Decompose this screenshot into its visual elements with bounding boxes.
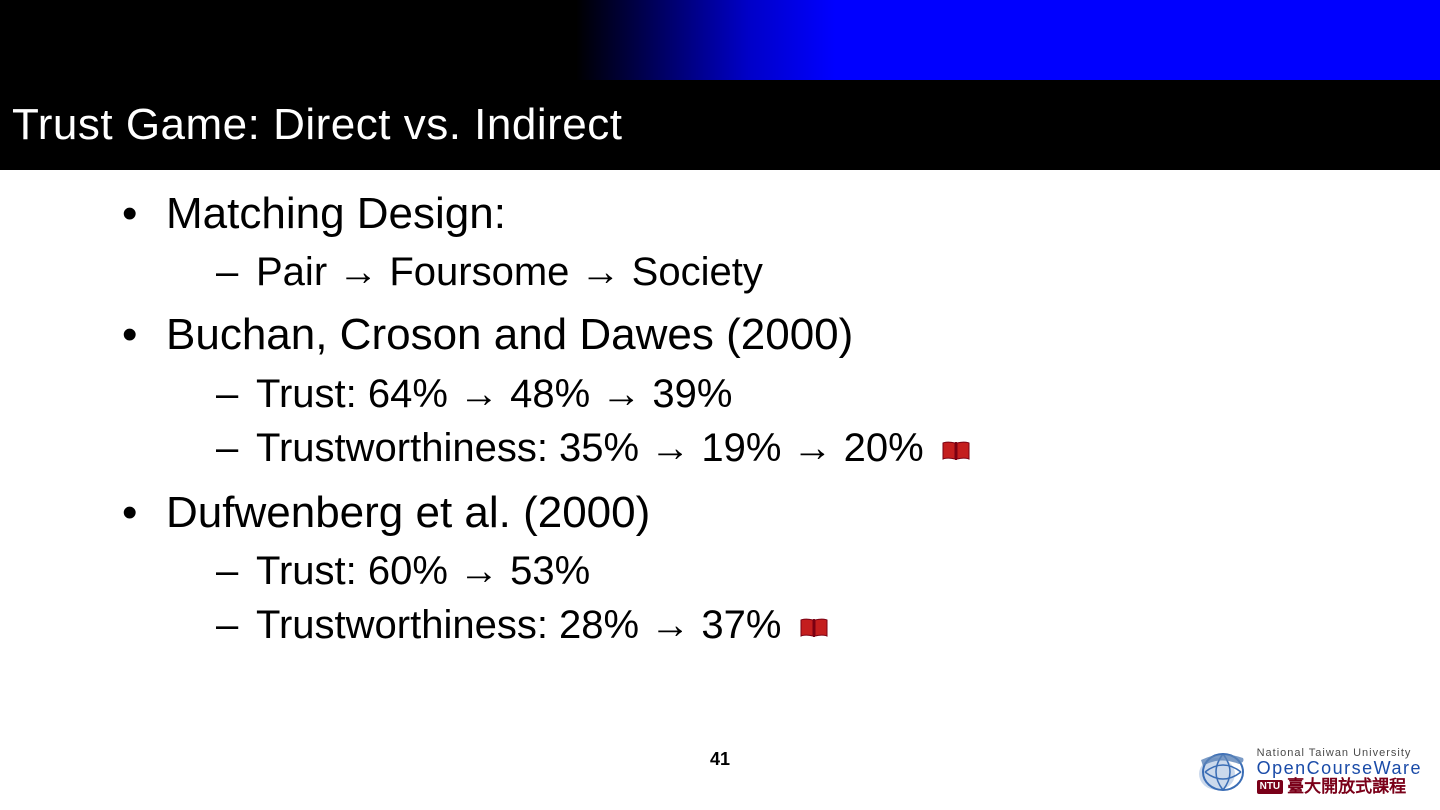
sub-bullet-item: Trustworthiness: 35% → 19% → 20% bbox=[216, 421, 1440, 477]
logo-text-block: National Taiwan University OpenCourseWar… bbox=[1257, 748, 1422, 796]
logo-chinese-line: NTU 臺大開放式課程 bbox=[1257, 778, 1422, 796]
header-title-bar: Trust Game: Direct vs. Indirect bbox=[0, 80, 1440, 170]
bullet-item: Buchan, Croson and Dawes (2000) Trust: 6… bbox=[122, 305, 1440, 476]
sub-bullet-text: Trust: 60% → 53% bbox=[256, 549, 590, 593]
ntu-ocw-logo: National Taiwan University OpenCourseWar… bbox=[1195, 748, 1422, 796]
open-book-icon bbox=[799, 600, 829, 654]
bullet-list-level2: Pair → Foursome → Society bbox=[166, 245, 1440, 299]
bullet-text: Matching Design: bbox=[166, 189, 506, 238]
bullet-item: Matching Design: Pair → Foursome → Socie… bbox=[122, 184, 1440, 299]
sub-bullet-text: Trust: 64% → 48% → 39% bbox=[256, 372, 732, 416]
bullet-list-level1: Matching Design: Pair → Foursome → Socie… bbox=[0, 184, 1440, 654]
slide-title: Trust Game: Direct vs. Indirect bbox=[12, 100, 622, 150]
slide-header: Trust Game: Direct vs. Indirect bbox=[0, 0, 1440, 170]
sub-bullet-text: Trustworthiness: 35% → 19% → 20% bbox=[256, 426, 924, 470]
sub-bullet-text: Pair → Foursome → Society bbox=[256, 250, 763, 294]
bullet-item: Dufwenberg et al. (2000) Trust: 60% → 53… bbox=[122, 483, 1440, 654]
sub-bullet-item: Trustworthiness: 28% → 37% bbox=[216, 598, 1440, 654]
sub-bullet-text: Trustworthiness: 28% → 37% bbox=[256, 603, 781, 647]
logo-ocw-text: OpenCourseWare bbox=[1257, 759, 1422, 778]
globe-icon bbox=[1195, 750, 1249, 794]
bullet-text: Dufwenberg et al. (2000) bbox=[166, 488, 650, 537]
sub-bullet-item: Trust: 64% → 48% → 39% bbox=[216, 367, 1440, 421]
bullet-text: Buchan, Croson and Dawes (2000) bbox=[166, 310, 853, 359]
slide-body: Matching Design: Pair → Foursome → Socie… bbox=[0, 170, 1440, 660]
sub-bullet-item: Pair → Foursome → Society bbox=[216, 245, 1440, 299]
header-gradient-bar bbox=[0, 0, 1440, 80]
sub-bullet-item: Trust: 60% → 53% bbox=[216, 544, 1440, 598]
logo-chinese-text: 臺大開放式課程 bbox=[1287, 778, 1406, 796]
open-book-icon bbox=[941, 423, 971, 477]
bullet-list-level2: Trust: 64% → 48% → 39% Trustworthiness: … bbox=[166, 367, 1440, 477]
bullet-list-level2: Trust: 60% → 53% Trustworthiness: 28% → … bbox=[166, 544, 1440, 654]
ntu-badge: NTU bbox=[1257, 780, 1284, 795]
